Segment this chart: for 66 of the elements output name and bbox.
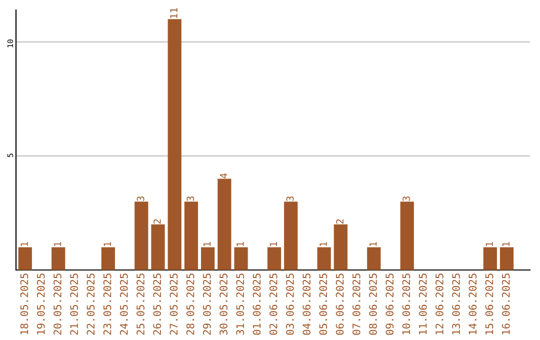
x-tick-label: 03.06.2025 xyxy=(286,274,294,335)
data-label: 3 xyxy=(286,196,294,201)
x-tick-label: 10.06.2025 xyxy=(402,274,410,334)
data-label: 2 xyxy=(336,219,344,224)
x-tick-label: 16.06.2025 xyxy=(502,274,510,334)
x-tick-label: 11.06.2025 xyxy=(418,274,427,334)
x-tick-label: 24.05.2025 xyxy=(120,274,128,335)
data-label: 1 xyxy=(104,242,111,246)
data-label: 11 xyxy=(170,8,178,18)
bar xyxy=(184,202,198,270)
bar xyxy=(101,247,115,270)
data-label: 4 xyxy=(220,173,228,178)
x-tick-label: 14.06.2025 xyxy=(468,274,477,334)
data-label: 1 xyxy=(270,242,277,246)
x-tick-label: 13.06.2025 xyxy=(452,274,460,334)
x-tick-label: 19.05.2025 xyxy=(36,274,45,334)
data-label: 1 xyxy=(203,242,211,246)
data-label: 1 xyxy=(20,242,28,246)
bar xyxy=(367,247,381,270)
data-label: 3 xyxy=(186,196,194,201)
x-tick-label: 23.05.2025 xyxy=(103,274,112,335)
bar xyxy=(151,224,165,270)
bar xyxy=(500,247,514,270)
x-tick-label: 22.05.2025 xyxy=(86,274,95,335)
x-tick-label: 30.05.2025 xyxy=(220,274,228,335)
data-label: 2 xyxy=(153,219,161,224)
bar xyxy=(52,247,66,270)
x-tick-label: 29.05.2025 xyxy=(202,274,211,335)
bar xyxy=(483,247,497,270)
x-tick-label: 02.06.2025 xyxy=(269,274,278,335)
bar xyxy=(234,247,248,270)
x-tick-label: 26.05.2025 xyxy=(153,274,162,335)
x-tick-label: 21.05.2025 xyxy=(70,274,78,335)
data-label: 1 xyxy=(54,242,62,246)
bar xyxy=(284,202,298,270)
x-tick-label: 09.06.2025 xyxy=(386,274,394,335)
x-tick-label: 06.06.2025 xyxy=(336,274,344,335)
bar xyxy=(400,202,414,270)
bar xyxy=(201,247,215,270)
data-label: 1 xyxy=(370,242,377,246)
x-tick-label: 08.06.2025 xyxy=(369,274,377,335)
bar xyxy=(218,178,232,270)
data-label: 1 xyxy=(486,242,493,246)
data-label: 1 xyxy=(502,242,510,246)
x-tick-label: 12.06.2025 xyxy=(435,274,444,334)
bar xyxy=(134,202,148,270)
x-tick-label: 18.05.2025 xyxy=(20,274,28,334)
bar xyxy=(168,19,182,270)
x-tick-label: 07.06.2025 xyxy=(352,274,360,335)
x-tick-label: 15.06.2025 xyxy=(485,274,494,334)
x-tick-label: 25.05.2025 xyxy=(136,274,144,335)
data-label: 1 xyxy=(320,242,327,246)
data-label: 1 xyxy=(236,242,244,246)
data-label: 3 xyxy=(402,196,410,201)
x-tick-label: 04.06.2025 xyxy=(302,274,311,335)
bar xyxy=(334,224,348,270)
x-tick-label: 27.05.2025 xyxy=(170,274,178,335)
x-tick-label: 28.05.2025 xyxy=(186,274,194,335)
bar xyxy=(317,247,331,270)
x-tick-label: 20.05.2025 xyxy=(54,274,62,335)
x-tick-label: 01.06.2025 xyxy=(252,274,261,335)
bar xyxy=(18,247,32,270)
x-tick-label: 31.05.2025 xyxy=(236,274,244,335)
bar xyxy=(267,247,282,270)
data-label: 3 xyxy=(136,196,144,201)
x-tick-label: 05.06.2025 xyxy=(319,274,328,335)
